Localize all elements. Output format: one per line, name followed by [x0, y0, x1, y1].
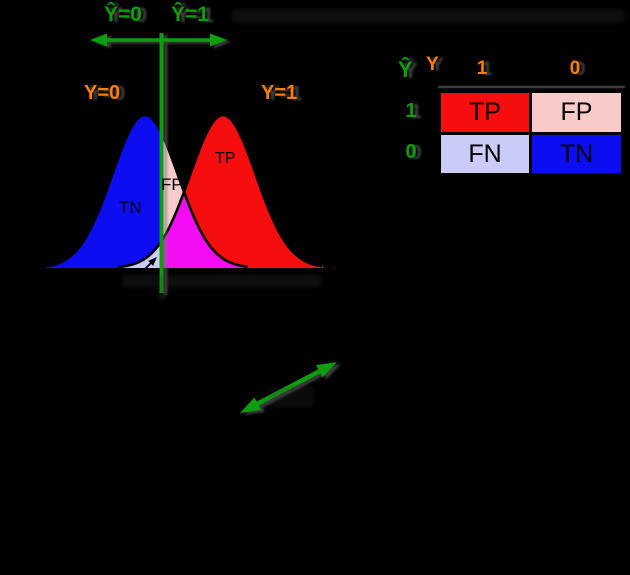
ghost-text-artifact [268, 386, 314, 408]
gaussian-distributions [14, 113, 323, 285]
fp-region-label: FP [161, 175, 183, 194]
roc-link-arrow [240, 362, 337, 413]
table-edge-artifact [438, 86, 625, 88]
arrowhead [90, 33, 107, 47]
overlap-region-magenta [161, 191, 248, 268]
ghost-line-artifact [158, 287, 166, 300]
ghost-text-artifact [232, 10, 624, 23]
col-axis-label-y: Y [426, 54, 439, 75]
arrowhead [316, 362, 337, 378]
confusion-matrix: Ŷ Y 1 0 1 0 TP FP FN TN [396, 55, 630, 179]
col-header-1: 1 [476, 58, 488, 79]
col-header-0: 0 [569, 58, 581, 79]
confusion-matrix-grid: TP FP FN TN [438, 90, 624, 176]
cell-fp: FP [532, 93, 621, 132]
blue-curve-outline [44, 113, 248, 269]
row-header-0: 0 [405, 141, 417, 163]
class-positive-label: Y=1 [261, 82, 298, 104]
ghost-text-artifact [122, 275, 322, 287]
threshold-controls [90, 33, 337, 413]
row-header-1: 1 [405, 100, 417, 122]
arrowhead [148, 257, 157, 266]
tp-region-label: TP [215, 150, 236, 167]
arrow-shaft [249, 365, 328, 410]
arrow-shaft [129, 260, 154, 285]
class-negative-label: Y=0 [84, 82, 121, 104]
cell-tn: TN [532, 135, 621, 173]
fn-pointer-arrow [129, 257, 157, 285]
predict-positive-label: Ŷ=1 [171, 3, 209, 26]
tn-region-label: TN [119, 198, 142, 217]
row-axis-label-yhat: Ŷ [398, 57, 413, 82]
red-curve-outline [117, 113, 323, 269]
predict-negative-label: Ŷ=0 [104, 3, 142, 26]
threshold-slide-arrow [90, 33, 227, 47]
arrowhead [210, 33, 227, 47]
tp-region-red [161, 115, 323, 268]
tn-region-blue [45, 115, 162, 268]
cell-tp: TP [441, 93, 529, 132]
cell-fn: FN [441, 135, 529, 173]
arrowhead [240, 397, 261, 413]
